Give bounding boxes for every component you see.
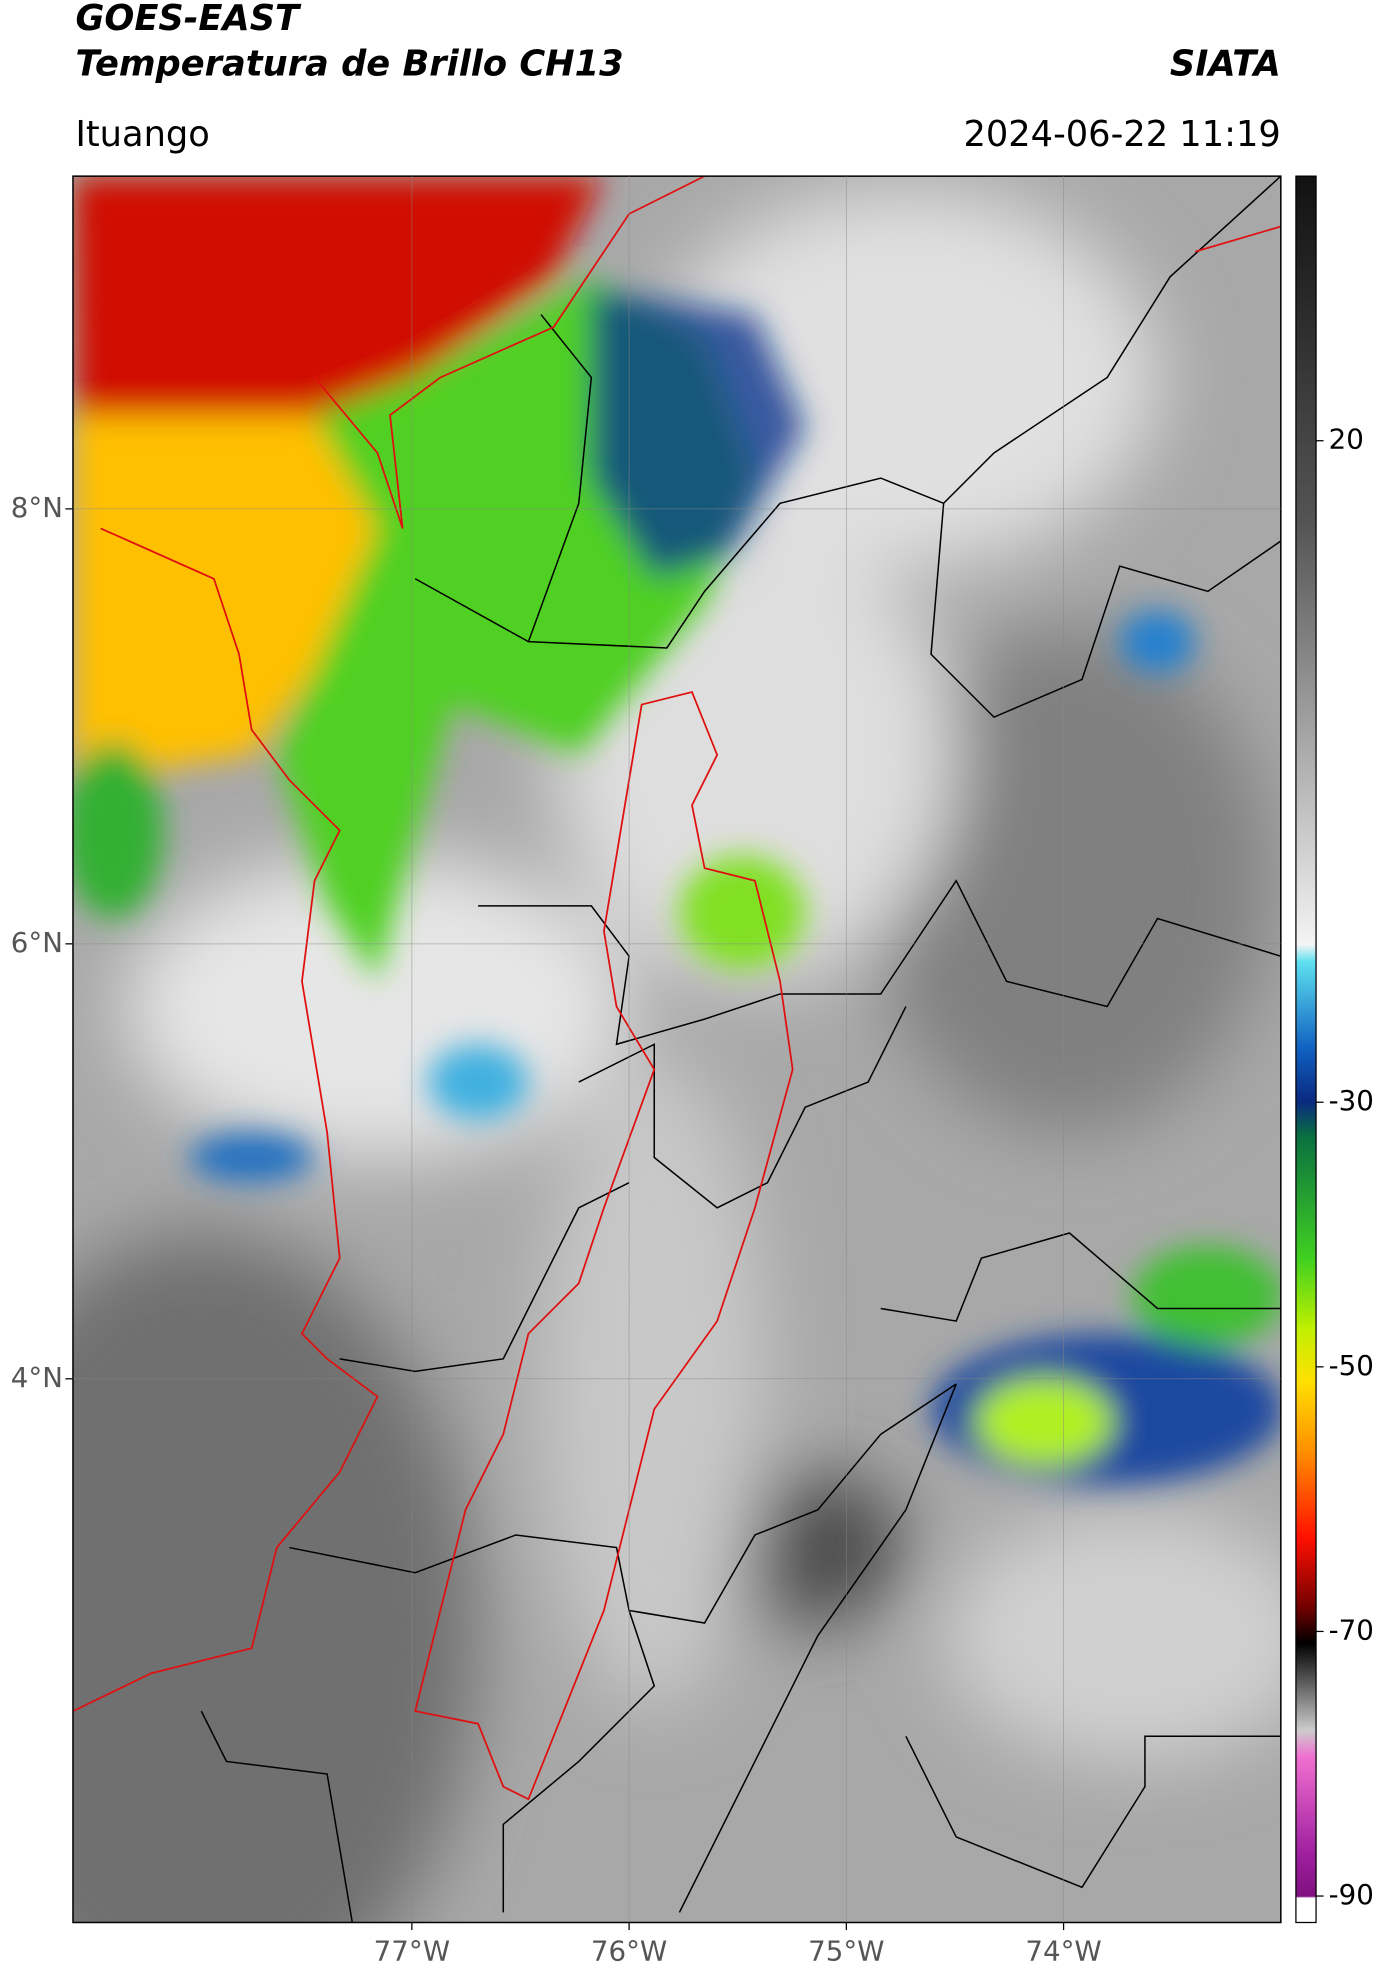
datetime: 2024-06-22 11:19	[963, 114, 1280, 155]
lat-tick-label: 8°N	[11, 491, 63, 524]
lon-tick-label: 75°W	[808, 1935, 884, 1968]
org: SIATA	[1170, 43, 1281, 84]
lat-tick-label: 4°N	[11, 1361, 63, 1394]
lat-tick-label: 6°N	[11, 926, 63, 959]
colorbar-tick-label: -70	[1329, 1613, 1374, 1646]
colorbar-tick-label: -50	[1329, 1349, 1374, 1382]
satellite-image	[72, 176, 1281, 1923]
location: Ituango	[75, 114, 209, 155]
title: GOES-EAST	[75, 0, 302, 39]
lon-tick-label: 76°W	[591, 1935, 667, 1968]
map-frame	[72, 175, 1282, 1924]
colorbar-tick-label: -90	[1329, 1878, 1374, 1911]
lon-tick-label: 77°W	[374, 1935, 450, 1968]
colorbar	[1295, 175, 1317, 1924]
title: Temperatura de Brillo CH13	[75, 43, 623, 84]
colorbar-tick-label: 20	[1329, 423, 1364, 456]
lon-tick-label: 74°W	[1025, 1935, 1101, 1968]
colorbar-tick-label: -30	[1329, 1084, 1374, 1117]
